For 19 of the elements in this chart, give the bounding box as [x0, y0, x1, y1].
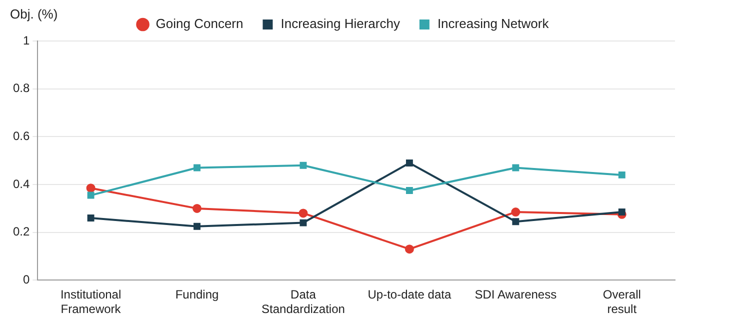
y-tick-label: 0.2	[12, 224, 30, 239]
legend-label: Increasing Network	[437, 16, 550, 32]
y-tick-label: 0.6	[12, 128, 30, 143]
y-axis-title: Obj. (%)	[10, 6, 58, 22]
y-tick-label: 1	[22, 33, 30, 48]
legend-label: Going Concern	[156, 16, 244, 32]
category-label: Framework	[60, 302, 121, 316]
category-label: result	[607, 302, 637, 316]
x-tick-label: Funding	[175, 288, 219, 302]
y-tick-label: 0.8	[12, 81, 30, 96]
legend-label: Increasing Hierarchy	[280, 16, 400, 32]
x-tick-label: Up-to-date data	[368, 288, 452, 302]
category-label: Data	[290, 288, 316, 302]
category-label: Standardization	[262, 302, 345, 316]
category-label: Overall	[602, 288, 641, 302]
x-tick-label: SDI Awareness	[474, 288, 557, 302]
y-tick-label: 0.4	[12, 176, 30, 191]
y-tick-label: 0	[22, 272, 30, 287]
category-label: Institutional	[60, 288, 122, 302]
